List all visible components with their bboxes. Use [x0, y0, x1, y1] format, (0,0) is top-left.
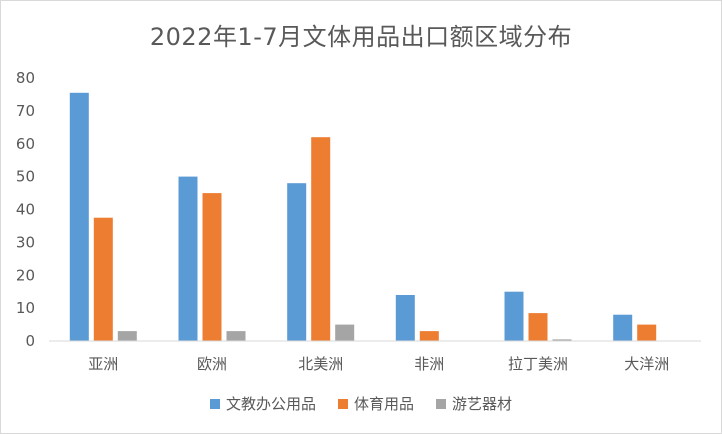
y-tick-label: 50 — [16, 168, 35, 186]
y-tick-label: 20 — [16, 266, 35, 284]
bar — [202, 193, 222, 341]
category-label: 大洋洲 — [624, 355, 669, 373]
bar — [613, 314, 633, 341]
legend-item: 游艺器材 — [436, 393, 512, 414]
bar — [552, 339, 572, 341]
y-tick-label: 60 — [16, 135, 35, 153]
bar — [528, 313, 548, 341]
y-tick-label: 80 — [16, 69, 35, 87]
legend-label: 文教办公用品 — [225, 395, 316, 413]
legend-swatch — [436, 398, 446, 409]
category-label: 非洲 — [414, 355, 444, 373]
y-tick-label: 10 — [16, 299, 35, 317]
legend-swatch — [209, 398, 220, 409]
category-label: 欧洲 — [197, 355, 227, 373]
legend-label: 游艺器材 — [452, 395, 513, 413]
category-label: 北美洲 — [298, 355, 343, 373]
y-tick-label: 70 — [16, 102, 35, 120]
legend-swatch — [337, 398, 348, 409]
y-tick-label: 40 — [16, 201, 35, 219]
bar — [504, 291, 524, 341]
bars — [69, 92, 657, 341]
bar — [419, 331, 439, 341]
bar — [637, 324, 657, 341]
category-labels: 亚洲 欧洲 北美洲 非洲 拉丁美洲 大洋洲 — [88, 355, 669, 373]
y-tick-label: 30 — [16, 233, 35, 251]
bar — [311, 137, 331, 341]
bar — [335, 324, 355, 341]
legend-item: 体育用品 — [337, 393, 414, 414]
y-tick-label: 0 — [25, 332, 35, 350]
bar — [287, 183, 307, 341]
legend: 文教办公用品 体育用品 游艺器材 — [1, 393, 721, 414]
chart-title: 2022年1-7月文体用品出口额区域分布 — [149, 23, 573, 51]
bar — [69, 92, 89, 341]
category-label: 拉丁美洲 — [508, 355, 568, 373]
bar — [226, 331, 246, 341]
bar — [93, 217, 113, 341]
category-label: 亚洲 — [88, 355, 118, 373]
bar — [117, 331, 137, 341]
legend-label: 体育用品 — [353, 395, 414, 413]
bar — [178, 176, 198, 341]
legend-item: 文教办公用品 — [209, 393, 316, 414]
bar — [395, 295, 415, 341]
y-axis-ticks: 0 10 20 30 40 50 60 70 80 — [16, 69, 35, 350]
